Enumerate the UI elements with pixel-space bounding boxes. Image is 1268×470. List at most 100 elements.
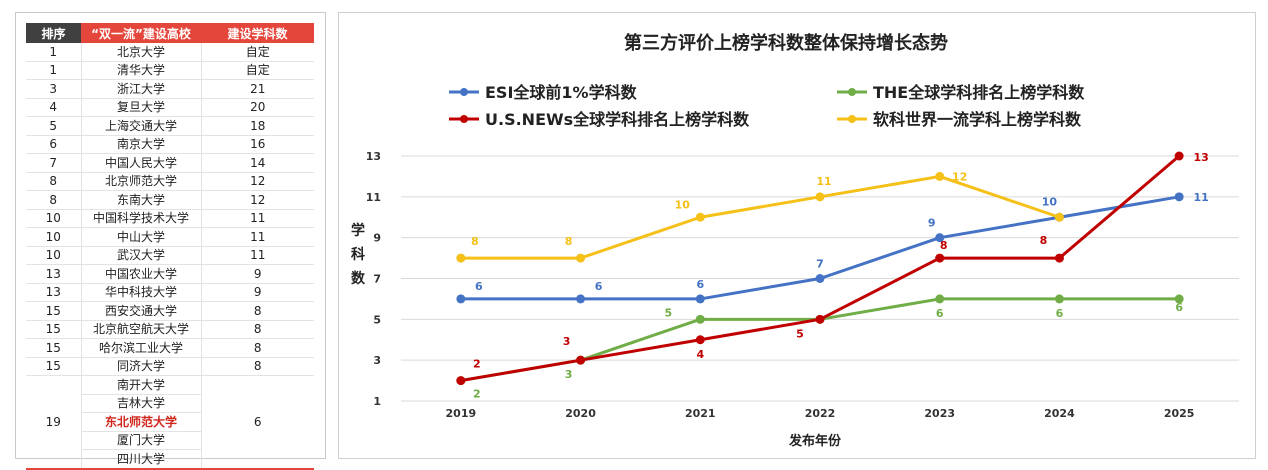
y-tick-label: 13: [366, 150, 381, 163]
ranking-table-panel: 排序 “双一流”建设高校 建设学科数 1 北京大学 自定 1 清华大学 自定 3 浙江大学 21…: [15, 12, 326, 470]
cell-university: 哈尔滨工业大学: [80, 338, 202, 358]
cell-university: 东南大学: [80, 190, 202, 210]
cell-subject-count: 自定: [201, 43, 314, 62]
cell-university: 西安交通大学: [80, 301, 202, 321]
cell-subject-count: 12: [201, 172, 314, 191]
cell-rank: 13: [26, 283, 81, 302]
x-axis-label: 发布年份: [788, 433, 842, 449]
legend-label: 软科世界一流学科上榜学科数: [873, 110, 1082, 129]
table-row: 四川大学: [26, 449, 314, 470]
table-body: 1 北京大学 自定 1 清华大学 自定 3 浙江大学 21 4 复旦大学 20 5 上海交通大学 18 6 南京…: [26, 43, 314, 470]
cell-subject-count: 8: [201, 357, 314, 376]
cell-university: 清华大学: [80, 61, 202, 80]
data-point: [576, 253, 586, 263]
cell-subject-count: 自定: [201, 61, 314, 80]
y-tick-label: 1: [373, 395, 381, 408]
data-point: [695, 212, 705, 222]
x-tick-label: 2019: [446, 407, 477, 420]
data-point: [1174, 151, 1184, 161]
data-label: 6: [1056, 307, 1064, 320]
table-row: 15 同济大学 8: [26, 357, 314, 376]
x-tick-label: 2022: [805, 407, 836, 420]
chart-title: 第三方评价上榜学科数整体保持增长态势: [624, 32, 948, 54]
cell-university: 浙江大学: [80, 79, 202, 99]
data-point: [815, 274, 825, 283]
table-row: 1 北京大学 自定: [26, 43, 314, 62]
data-point: [815, 314, 825, 324]
x-tick-label: 2020: [565, 407, 596, 420]
data-point: [815, 192, 825, 202]
data-point: [935, 171, 945, 181]
data-label: 5: [796, 327, 804, 340]
cell-subject-count: 16: [201, 135, 314, 154]
table-row: 13 中国农业大学 9: [26, 264, 314, 284]
cell-rank: 15: [26, 338, 81, 358]
table-row: 4 复旦大学 20: [26, 98, 314, 117]
data-label: 8: [565, 235, 573, 248]
table-row: 19 南开大学 6: [26, 375, 314, 470]
cell-subject-count: 12: [201, 190, 314, 210]
data-point: [456, 253, 466, 263]
cell-rank: 15: [26, 357, 81, 376]
cell-rank: 8: [26, 172, 81, 191]
table-row: 厦门大学: [26, 431, 314, 450]
cell-rank: 13: [26, 264, 81, 284]
legend-marker: [460, 115, 468, 123]
table-row: 15 西安交通大学 8: [26, 301, 314, 321]
table-row: 5 上海交通大学 18: [26, 116, 314, 136]
cell-university: 东北师范大学: [80, 412, 202, 432]
cell-rank: 15: [26, 320, 81, 339]
y-axis-label: 学科数: [351, 222, 366, 287]
legend-marker: [848, 88, 856, 96]
data-label: 6: [696, 278, 704, 291]
cell-rank: 3: [26, 79, 81, 99]
series-line: [460, 174, 1060, 260]
cell-university: 华中科技大学: [80, 283, 202, 302]
data-label: 9: [928, 217, 936, 230]
table-row: 15 北京航空航天大学 8: [26, 320, 314, 339]
data-label: 5: [664, 306, 672, 319]
cell-subject-count: 21: [201, 79, 314, 99]
cell-subject-count: 11: [201, 227, 314, 247]
table-row: 3 浙江大学 21: [26, 79, 314, 99]
line-chart: 第三方评价上榜学科数整体保持增长态势 ESI全球前1%学科数 THE全球学科排名上榜…: [351, 32, 1239, 449]
chart-panel: 第三方评价上榜学科数整体保持增长态势 ESI全球前1%学科数 THE全球学科排名上榜…: [338, 12, 1256, 459]
data-point: [1054, 294, 1064, 304]
header-university: “双一流”建设高校: [81, 23, 201, 43]
data-point: [695, 294, 705, 304]
data-label: 6: [1175, 301, 1183, 314]
data-label: 12: [952, 170, 967, 183]
data-label: 4: [696, 348, 704, 361]
table-row: 7 中国人民大学 14: [26, 153, 314, 173]
table-row: 1 清华大学 自定: [26, 61, 314, 80]
table-row: 8 北京师范大学 12: [26, 172, 314, 191]
cell-rank: 15: [26, 301, 81, 321]
data-point: [1054, 212, 1064, 222]
data-label: 6: [595, 280, 603, 293]
cell-university: 南开大学: [80, 375, 202, 395]
x-tick-label: 2024: [1044, 407, 1075, 420]
table-row: 15 哈尔滨工业大学 8: [26, 338, 314, 358]
cell-subject-count: 9: [201, 283, 314, 302]
data-label: 11: [816, 175, 831, 188]
legend-label: ESI全球前1%学科数: [485, 83, 638, 102]
table-row: 10 中山大学 11: [26, 227, 314, 247]
cell-university: 厦门大学: [80, 431, 202, 450]
data-label: 8: [471, 235, 479, 248]
cell-university: 复旦大学: [80, 98, 202, 117]
cell-rank: 19: [26, 375, 81, 470]
data-point: [456, 294, 466, 304]
data-label: 2: [473, 358, 481, 371]
data-label: 3: [565, 368, 573, 381]
cell-university: 四川大学: [80, 449, 202, 470]
data-point: [695, 335, 705, 345]
cell-university: 北京大学: [80, 43, 202, 62]
data-label: 8: [940, 239, 948, 252]
data-label: 8: [1040, 234, 1048, 247]
cell-rank: 7: [26, 153, 81, 173]
cell-university: 武汉大学: [80, 246, 202, 265]
data-label: 13: [1193, 151, 1208, 164]
cell-university: 吉林大学: [80, 394, 202, 413]
cell-subject-count: 6: [201, 375, 314, 470]
cell-subject-count: 8: [201, 301, 314, 321]
